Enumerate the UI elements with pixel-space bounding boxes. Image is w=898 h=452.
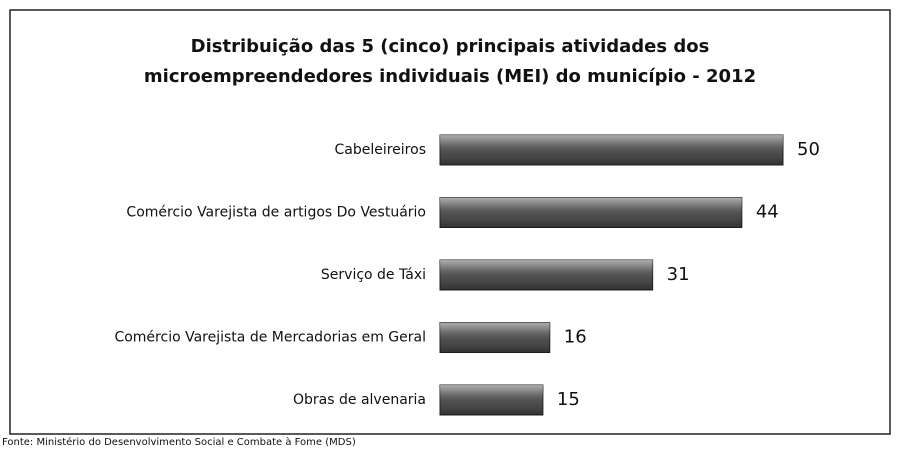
category-label: Cabeleireiros — [334, 142, 426, 158]
bar-shine — [440, 197, 742, 228]
value-label: 15 — [557, 389, 580, 410]
bar-shine — [440, 385, 543, 415]
bar-shine — [440, 322, 550, 353]
bar-shine — [440, 260, 653, 290]
chart-title: microempreendedores individuais (MEI) do… — [144, 66, 756, 87]
category-label: Obras de alvenaria — [293, 392, 426, 408]
source-note: Fonte: Ministério do Desenvolvimento Soc… — [2, 436, 356, 448]
category-label: Comércio Varejista de artigos Do Vestuár… — [126, 205, 426, 221]
value-label: 44 — [756, 202, 779, 223]
category-label: Comércio Varejista de Mercadorias em Ger… — [114, 330, 426, 346]
chart-title: Distribuição das 5 (cinco) principais at… — [191, 36, 710, 57]
value-label: 31 — [667, 264, 690, 285]
category-label: Serviço de Táxi — [321, 267, 426, 283]
value-label: 50 — [797, 139, 820, 160]
value-label: 16 — [564, 327, 587, 348]
bar-shine — [440, 135, 783, 165]
